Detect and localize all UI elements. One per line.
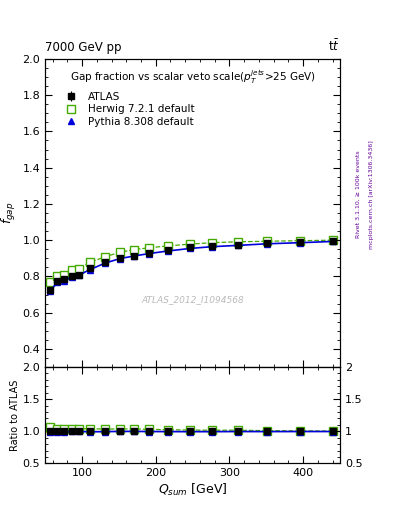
Herwig 7.2.1 default (132, 246, 137, 252)
Legend: ATLAS, Herwig 7.2.1 default, Pythia 8.308 default: ATLAS, Herwig 7.2.1 default, Pythia 8.30… (56, 89, 197, 130)
Pythia 8.308 default (298, 240, 303, 246)
Herwig 7.2.1 default (264, 238, 269, 244)
Pythia 8.308 default (117, 255, 122, 262)
Text: 7000 GeV pp: 7000 GeV pp (45, 41, 122, 54)
Herwig 7.2.1 default (235, 239, 240, 245)
Herwig 7.2.1 default (331, 237, 336, 243)
Herwig 7.2.1 default (187, 241, 192, 247)
Line: Pythia 8.308 default: Pythia 8.308 default (47, 238, 337, 295)
Line: Herwig 7.2.1 default: Herwig 7.2.1 default (46, 237, 337, 286)
Herwig 7.2.1 default (88, 259, 92, 265)
Pythia 8.308 default (209, 244, 214, 250)
Pythia 8.308 default (264, 241, 269, 247)
Pythia 8.308 default (187, 245, 192, 251)
Text: Gap fraction vs scalar veto scale($p_T^{jets}$>25 GeV): Gap fraction vs scalar veto scale($p_T^{… (70, 68, 316, 86)
Herwig 7.2.1 default (77, 266, 81, 272)
Pythia 8.308 default (132, 253, 137, 259)
Herwig 7.2.1 default (165, 243, 170, 249)
Herwig 7.2.1 default (48, 279, 53, 285)
Pythia 8.308 default (48, 288, 53, 294)
Herwig 7.2.1 default (69, 267, 74, 273)
Pythia 8.308 default (103, 260, 107, 266)
Text: mcplots.cern.ch [arXiv:1306.3436]: mcplots.cern.ch [arXiv:1306.3436] (369, 140, 375, 249)
Pythia 8.308 default (331, 239, 336, 245)
Text: Rivet 3.1.10, ≥ 100k events: Rivet 3.1.10, ≥ 100k events (356, 151, 361, 239)
Herwig 7.2.1 default (103, 254, 107, 260)
Herwig 7.2.1 default (117, 249, 122, 255)
Herwig 7.2.1 default (298, 238, 303, 244)
Herwig 7.2.1 default (209, 240, 214, 246)
Pythia 8.308 default (77, 272, 81, 278)
Herwig 7.2.1 default (55, 273, 59, 280)
Pythia 8.308 default (147, 250, 151, 257)
Herwig 7.2.1 default (147, 245, 151, 251)
Pythia 8.308 default (88, 266, 92, 272)
Herwig 7.2.1 default (62, 271, 67, 278)
Pythia 8.308 default (62, 278, 67, 284)
X-axis label: $Q_{sum}$ [GeV]: $Q_{sum}$ [GeV] (158, 482, 227, 499)
Pythia 8.308 default (235, 242, 240, 248)
Pythia 8.308 default (165, 248, 170, 254)
Y-axis label: $f_{gap}$: $f_{gap}$ (0, 202, 18, 224)
Text: ATLAS_2012_I1094568: ATLAS_2012_I1094568 (141, 295, 244, 304)
Pythia 8.308 default (55, 279, 59, 285)
Y-axis label: Ratio to ATLAS: Ratio to ATLAS (10, 379, 20, 451)
Text: t$\bar{t}$: t$\bar{t}$ (329, 38, 340, 54)
Pythia 8.308 default (69, 274, 74, 280)
